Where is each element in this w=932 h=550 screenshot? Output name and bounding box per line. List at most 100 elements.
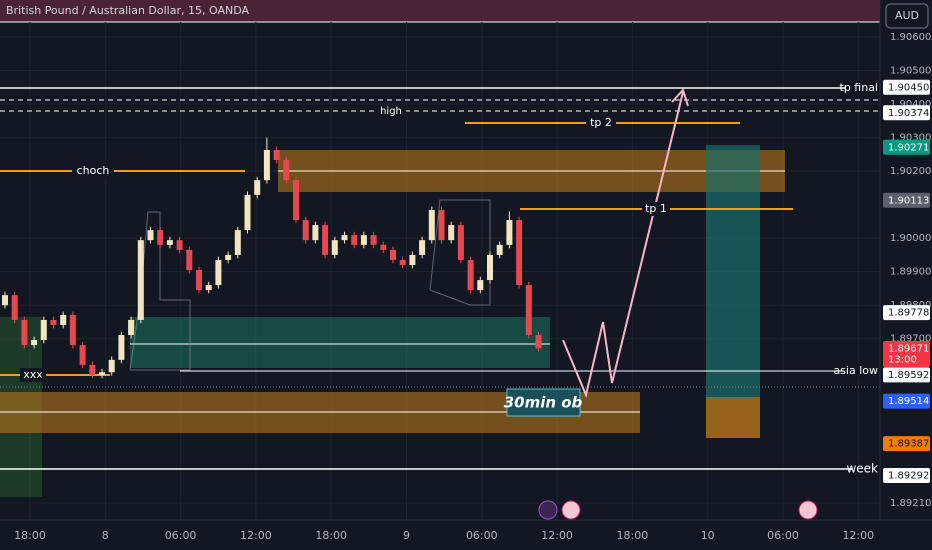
time-tick-label: 06:00	[165, 529, 197, 542]
candle-body	[351, 235, 358, 245]
price-badge	[883, 139, 930, 155]
candle-body	[31, 340, 38, 346]
candle-body	[399, 259, 406, 265]
price-tick-label: 1.90300	[890, 133, 931, 144]
price-badge-label: 1.90450	[888, 82, 929, 93]
price-tick-label: 1.89210	[890, 498, 931, 509]
candle-body	[496, 244, 503, 255]
price-badge-label: 1.89671	[888, 343, 929, 354]
time-tick-label: 8	[102, 529, 109, 542]
candle-body	[21, 319, 28, 346]
candle-body	[273, 149, 280, 161]
candle-body	[186, 249, 193, 270]
candle-body	[137, 240, 144, 320]
candle-body	[302, 220, 309, 241]
candle-body	[147, 230, 154, 241]
time-tick-label: 12:00	[541, 529, 573, 542]
ob-label: 30min ob	[504, 394, 583, 412]
candle-body	[60, 314, 67, 325]
arrow-head	[671, 88, 689, 107]
price-tick-label: 1.90200	[890, 166, 931, 177]
candle-body	[89, 364, 96, 375]
choch-label: choch	[77, 164, 110, 177]
candle-body	[360, 235, 367, 245]
candle-body	[409, 254, 416, 265]
candle-body	[69, 314, 76, 346]
candle-body	[428, 209, 435, 241]
target-zone	[706, 145, 760, 397]
currency-button[interactable]	[885, 3, 929, 29]
week-label: week	[846, 462, 878, 476]
candle-body	[457, 225, 464, 260]
candle-body	[516, 220, 523, 286]
candle-body	[166, 240, 173, 245]
time-tick-label: 9	[403, 529, 410, 542]
price-badge-label: 1.89387	[888, 439, 929, 450]
time-tick-label: 12:00	[842, 529, 874, 542]
candle-body	[254, 180, 261, 195]
candle-body	[225, 254, 232, 260]
tp1-label: tp 1	[645, 202, 667, 215]
price-badge	[883, 468, 930, 484]
event-icon[interactable]	[538, 500, 558, 520]
price-badge	[883, 79, 930, 95]
projection-path	[562, 91, 684, 399]
price-badge	[883, 305, 930, 321]
candle-body	[438, 209, 445, 241]
price-tick-label: 1.90000	[890, 233, 931, 244]
candle-body	[157, 230, 164, 245]
candle-body	[477, 280, 484, 291]
tp2-label: tp 2	[590, 116, 612, 129]
symbol-title: British Pound / Australian Dollar, 15, O…	[6, 4, 249, 17]
price-badge-label: 1.90113	[888, 195, 929, 206]
price-badge	[883, 105, 930, 121]
time-tick-label: 18:00	[315, 529, 347, 542]
time-tick-label: 10	[701, 529, 715, 542]
price-badge	[883, 192, 930, 208]
currency-label[interactable]: AUD	[895, 9, 919, 22]
xxx-label: xxx	[23, 368, 43, 381]
label-bg	[20, 368, 46, 382]
candle-body	[293, 180, 299, 221]
price-badge-label: 1.89292	[888, 471, 929, 482]
flag-icon[interactable]	[798, 500, 818, 520]
candle-body	[11, 295, 18, 320]
label-bg	[852, 462, 880, 476]
countdown-label: 13:00	[888, 354, 917, 365]
axes: 1.90600 1.90500 1.90400 1.90300 1.90200 1.900…	[14, 32, 931, 542]
time-tick-label: 18:00	[14, 529, 46, 542]
candle-body	[99, 372, 105, 375]
tp-final-label: tp final	[840, 81, 879, 94]
price-badge-label: 1.90374	[888, 108, 929, 119]
candle-body	[244, 194, 251, 231]
candles	[2, 137, 542, 379]
candle-body	[467, 259, 474, 291]
stop-zone	[706, 397, 760, 438]
price-tick-label: 1.90400	[890, 99, 931, 110]
candle-body	[448, 225, 455, 241]
candle-body	[283, 160, 290, 181]
price-tick-label: 1.90500	[890, 66, 931, 77]
candle-body	[196, 270, 202, 291]
price-badge-label: 1.89592	[888, 370, 929, 381]
label-bg	[72, 164, 114, 178]
time-tick-label: 12:00	[240, 529, 272, 542]
candle-body	[50, 319, 57, 325]
candle-body	[79, 345, 86, 365]
green-zone	[130, 317, 550, 368]
price-tick-label: 1.89700	[890, 334, 931, 345]
flag-icon[interactable]	[561, 500, 581, 520]
candle-body	[108, 359, 115, 373]
ob-box	[506, 388, 581, 417]
candle-body	[205, 285, 212, 291]
top-band	[0, 0, 880, 22]
candle-body	[535, 335, 542, 349]
candle-body	[487, 254, 493, 281]
price-badge-label: 1.89778	[888, 308, 929, 319]
price-badge-label: 1.90271	[888, 142, 929, 153]
candle-body	[263, 149, 270, 181]
candle-body	[40, 319, 47, 341]
candle-body	[390, 249, 396, 260]
asia-low-label: asia low	[833, 364, 878, 377]
